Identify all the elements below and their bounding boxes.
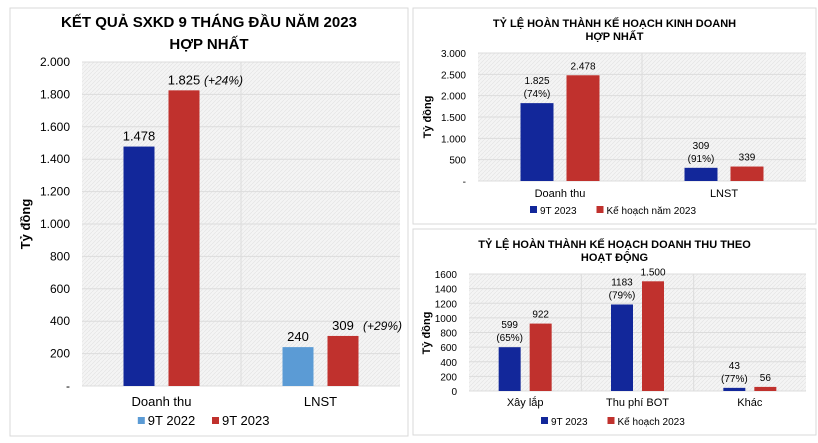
data-label: 1.478: [123, 129, 156, 144]
chart-title: TỶ LỆ HOÀN THÀNH KẾ HOẠCH KINH DOANH: [493, 17, 736, 30]
y-axis-label: Tỷ đồng: [18, 199, 33, 250]
bar: [566, 75, 600, 181]
bar: [611, 304, 633, 391]
y-tick-label: 1000: [435, 314, 458, 325]
data-label-change: (+24%): [204, 73, 243, 87]
legend-label: 9T 2023: [540, 206, 577, 217]
chart-title: HỢP NHẤT: [169, 36, 248, 53]
y-tick-label: 400: [440, 358, 457, 369]
y-axis-label: Tỷ đồng: [421, 312, 433, 355]
y-tick-label: 1.500: [441, 113, 466, 124]
y-tick-label: 200: [50, 347, 70, 361]
y-tick-label: 1.200: [40, 185, 70, 199]
bar: [754, 386, 777, 391]
data-label: 309: [332, 318, 354, 333]
chart-2: TỶ LỆ HOÀN THÀNH KẾ HOẠCH KINH DOANHHỢP …: [412, 7, 817, 225]
chart-title: TỶ LỆ HOÀN THÀNH KẾ HOẠCH DOANH THU THEO: [478, 238, 751, 251]
category-label: Xây lắp: [507, 396, 544, 409]
bar: [642, 281, 664, 391]
y-tick-label: 400: [50, 314, 70, 328]
data-label: 599: [501, 320, 518, 331]
legend-label: 9T 2023: [222, 413, 269, 428]
category-label: LNST: [304, 394, 337, 409]
y-tick-label: 1600: [435, 270, 458, 281]
data-label-change: (+29%): [363, 319, 402, 333]
y-axis-label: Tỷ đồng: [422, 96, 434, 139]
y-tick-label: 600: [440, 343, 457, 354]
category-label: Thu phí BOT: [606, 397, 669, 409]
y-tick-label: 2.000: [40, 55, 70, 69]
bar: [282, 347, 314, 386]
legend-swatch: [137, 417, 145, 424]
y-tick-label: 1.600: [40, 120, 70, 134]
y-tick-label: 200: [440, 372, 457, 383]
bar: [730, 166, 764, 181]
y-tick-label: -: [66, 379, 70, 393]
legend-swatch: [530, 206, 537, 213]
bar: [498, 347, 521, 391]
y-tick-label: 1200: [435, 299, 458, 310]
data-label: (91%): [688, 154, 715, 165]
legend-swatch: [607, 417, 615, 424]
y-tick-label: 2.500: [441, 70, 466, 81]
legend-swatch: [212, 417, 219, 424]
y-tick-label: 1400: [435, 285, 458, 296]
legend-label: 9T 2023: [551, 417, 588, 428]
data-label: (77%): [721, 374, 748, 385]
bar: [168, 90, 200, 386]
category-label: LNST: [710, 188, 738, 200]
bar: [123, 146, 155, 386]
y-tick-label: 500: [449, 156, 466, 167]
bar: [327, 335, 359, 386]
chart-3: TỶ LỆ HOÀN THÀNH KẾ HOẠCH DOANH THU THEO…: [412, 228, 817, 436]
legend-swatch: [541, 417, 548, 424]
data-label: 56: [760, 373, 772, 384]
data-label: 1.825: [524, 76, 549, 87]
data-label: (79%): [609, 290, 636, 301]
data-label: 1.825: [168, 72, 201, 87]
y-tick-label: 800: [50, 249, 70, 263]
data-label: 2.478: [570, 61, 595, 72]
y-tick-label: 600: [50, 282, 70, 296]
chart-title: KẾT QUẢ SXKD 9 THÁNG ĐẦU NĂM 2023: [61, 14, 357, 31]
legend-swatch: [596, 206, 604, 213]
y-tick-label: -: [463, 177, 466, 188]
y-tick-label: 800: [440, 329, 457, 340]
bar: [684, 167, 718, 181]
chart-title: HỢP NHẤT: [585, 30, 643, 43]
y-tick-label: 1.400: [40, 152, 70, 166]
data-label: (65%): [496, 333, 523, 344]
legend-label: Kế hoạch năm 2023: [607, 205, 697, 217]
legend-label: 9T 2022: [148, 413, 195, 428]
chart-1: KẾT QUẢ SXKD 9 THÁNG ĐẦU NĂM 2023 HỢP NHẤ…: [9, 7, 409, 437]
y-tick-label: 1.000: [441, 134, 466, 145]
y-tick-label: 3.000: [441, 49, 466, 60]
data-label: 339: [739, 153, 756, 164]
data-label: 922: [532, 310, 549, 321]
bar: [529, 323, 552, 391]
y-tick-label: 1.800: [40, 87, 70, 101]
bar: [520, 103, 554, 181]
data-label: 1183: [611, 277, 633, 288]
category-label: Doanh thu: [132, 394, 192, 409]
y-tick-label: 0: [451, 387, 457, 398]
chart-title: HOẠT ĐỘNG: [581, 251, 648, 264]
data-label: 240: [287, 329, 309, 344]
data-label: (74%): [524, 89, 551, 100]
data-label: 309: [693, 141, 710, 152]
bar: [723, 387, 746, 391]
category-label: Khác: [737, 397, 763, 409]
category-label: Doanh thu: [535, 188, 586, 200]
data-label: 43: [729, 361, 741, 372]
legend-label: Kế hoạch 2023: [618, 416, 686, 428]
data-label: 1.500: [640, 267, 665, 278]
y-tick-label: 2.000: [441, 92, 466, 103]
y-tick-label: 1.000: [40, 217, 70, 231]
